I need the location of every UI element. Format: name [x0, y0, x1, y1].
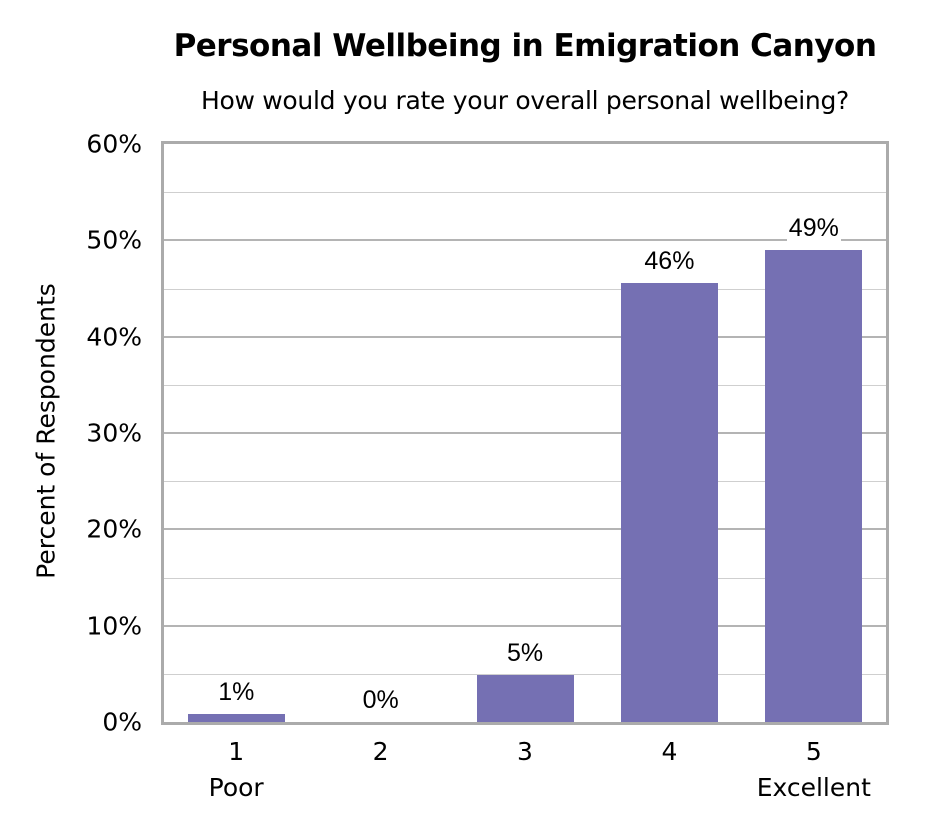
gridline: [164, 288, 886, 290]
bar-1: [187, 714, 285, 722]
category-number: 1: [228, 737, 245, 766]
gridline: [164, 192, 886, 194]
gridline: [164, 384, 886, 386]
plot-area: 1% 0% 5% 46% 49%: [161, 141, 889, 725]
y-tick-label: 50%: [86, 225, 142, 255]
gridline: [164, 528, 886, 531]
gridline: [164, 335, 886, 338]
data-label: 1%: [216, 678, 257, 708]
bar-5: [765, 249, 863, 722]
x-tick-label: 1 Poor: [156, 734, 316, 806]
bar-4: [620, 282, 718, 722]
gridline: [164, 239, 886, 242]
chart-subtitle: How would you rate your overall personal…: [200, 86, 850, 115]
data-label: 5%: [505, 638, 546, 668]
category-number: 2: [372, 737, 389, 766]
data-label: 0%: [360, 686, 401, 715]
data-label: 46%: [642, 246, 697, 276]
x-tick-label: 4: [589, 734, 749, 770]
category-number: 4: [661, 737, 678, 766]
gridline: [164, 577, 886, 579]
category-number: 5: [805, 737, 822, 766]
x-tick-label: 5 Excellent: [734, 734, 894, 806]
gridline: [164, 624, 886, 627]
category-sublabel: Excellent: [756, 773, 871, 802]
chart-title: Personal Wellbeing in Emigration Canyon: [173, 28, 877, 64]
bar-3: [476, 674, 574, 722]
x-tick-label: 2: [301, 734, 461, 770]
gridline: [164, 481, 886, 483]
y-tick-label: 30%: [86, 418, 142, 448]
category-sublabel: Poor: [208, 773, 264, 802]
y-tick-label: 10%: [86, 611, 142, 641]
gridline: [164, 432, 886, 434]
category-number: 3: [517, 737, 533, 766]
y-tick-label: 60%: [86, 129, 142, 159]
y-tick-label: 20%: [86, 514, 142, 544]
data-label: 49%: [786, 213, 841, 243]
gridline: [164, 673, 886, 675]
y-tick-label: 40%: [86, 322, 142, 352]
y-tick-label: 0%: [102, 707, 142, 737]
x-tick-label: 3: [445, 734, 605, 770]
